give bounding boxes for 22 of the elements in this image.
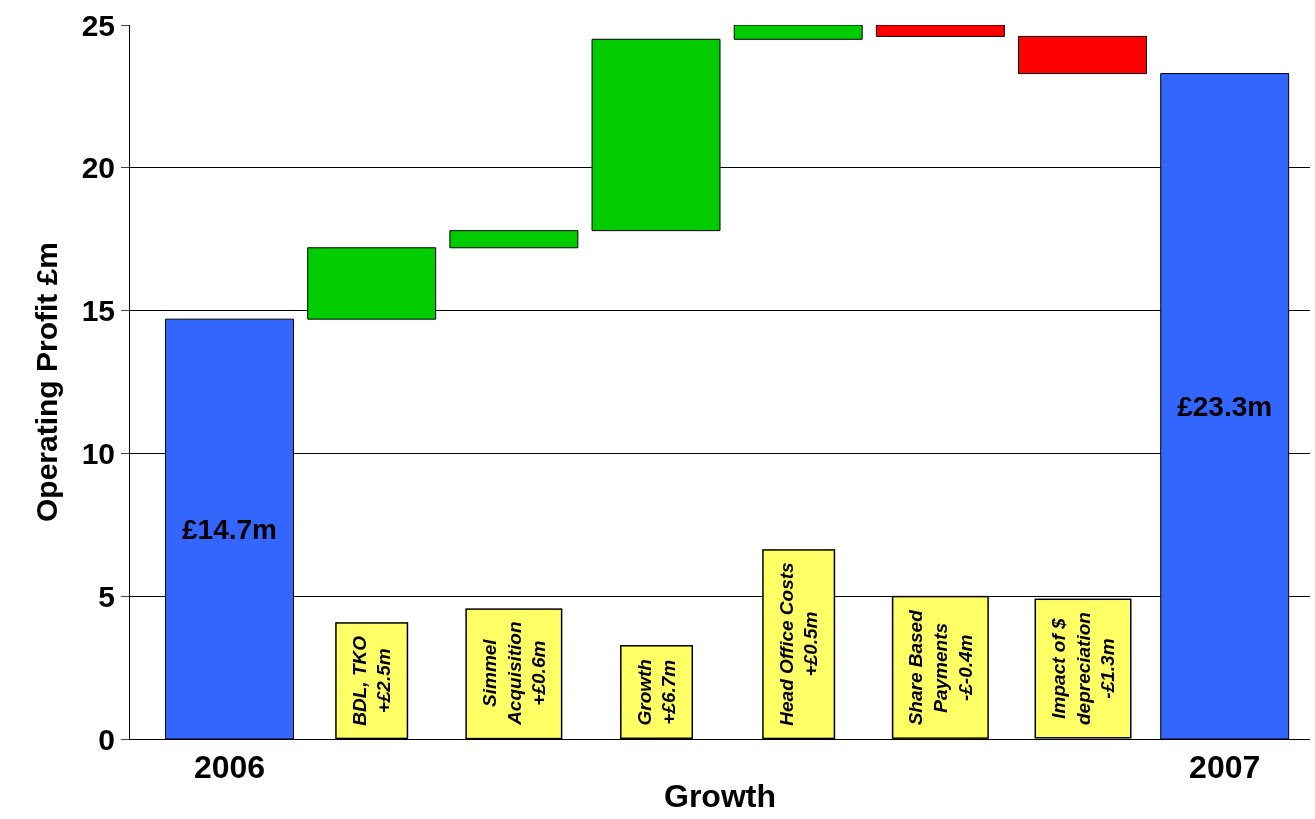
x-tick-label: Head Office Costs +£0.5m [775, 562, 822, 726]
bar [875, 25, 1005, 37]
x-tick-label: Simmel Acquisition +£0.6m [478, 621, 550, 726]
y-tick-label: 20 [81, 151, 115, 185]
y-tick-label: 10 [81, 436, 115, 470]
bar [449, 230, 579, 249]
x-tick-label: BDL, TKO +£2.5m [348, 635, 395, 726]
bar [1018, 35, 1148, 75]
x-tick-label: 2006 [193, 749, 266, 786]
x-axis-title: Growth [664, 778, 776, 815]
y-tick-label: 5 [98, 579, 115, 613]
y-axis-title: Operating Profit £m [29, 241, 63, 523]
x-tick-label: Share Based Payments -£-0.4m [905, 609, 976, 726]
bar [733, 25, 863, 40]
y-tick-label: 0 [98, 722, 115, 756]
x-tick-label: Growth +£6.7m [633, 659, 680, 726]
x-tick-label: Impact of $ depreciation -£1.3m [1048, 612, 1119, 726]
x-tick-label: 2007 [1189, 749, 1261, 786]
data-label: £14.7m [182, 513, 277, 545]
y-tick-label: 25 [81, 8, 115, 42]
data-label: £23.3m [1177, 390, 1273, 422]
y-tick-label: 15 [81, 294, 115, 328]
